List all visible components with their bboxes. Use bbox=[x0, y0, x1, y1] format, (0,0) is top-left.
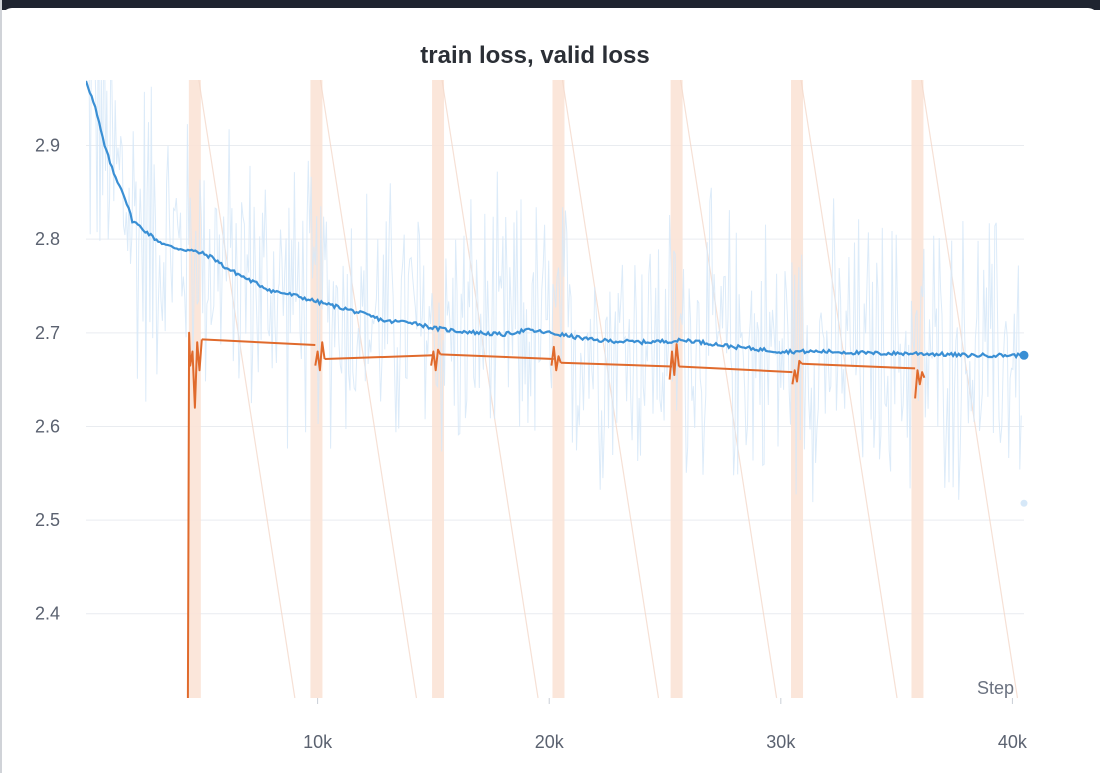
valid-band bbox=[911, 80, 924, 698]
line-chart[interactable]: train loss, valid loss 2.4 2.5 2.6 2.7 2.8 2.9… bbox=[2, 8, 1098, 773]
faint-diagonal bbox=[679, 80, 778, 699]
y-tick-label: 2.9 bbox=[35, 136, 60, 156]
train-loss-endpoint[interactable] bbox=[1019, 350, 1029, 360]
y-tick-label: 2.8 bbox=[35, 229, 60, 249]
valid-loss-line bbox=[668, 343, 680, 380]
faint-diagonal bbox=[319, 80, 418, 699]
valid-loss-line bbox=[801, 362, 916, 370]
valid-loss-line bbox=[201, 338, 316, 346]
y-tick-label: 2.6 bbox=[35, 416, 60, 436]
x-tick-label: 40k bbox=[998, 732, 1028, 752]
train-loss-raw-line bbox=[88, 80, 1022, 503]
valid-loss-line bbox=[791, 359, 803, 385]
train-loss-raw-endpoint[interactable] bbox=[1020, 499, 1028, 507]
valid-band bbox=[432, 80, 445, 698]
top-bar bbox=[0, 0, 1100, 10]
plot-area bbox=[86, 80, 1024, 699]
valid-loss-line bbox=[678, 365, 793, 374]
faint-diagonal bbox=[561, 80, 660, 699]
valid-loss-line bbox=[186, 331, 203, 699]
valid-loss-line bbox=[430, 348, 442, 372]
valid-loss-line bbox=[560, 361, 673, 368]
valid-loss-line bbox=[914, 369, 926, 399]
faint-diagonal bbox=[198, 80, 296, 699]
y-tick-label: 2.5 bbox=[35, 510, 60, 530]
valid-band bbox=[310, 80, 323, 698]
x-tick-label: 20k bbox=[535, 732, 565, 752]
valid-loss-line bbox=[440, 353, 554, 360]
valid-band bbox=[552, 80, 565, 698]
y-tick-label: 2.4 bbox=[35, 604, 60, 624]
train-loss-line bbox=[86, 80, 1024, 360]
valid-loss-line bbox=[550, 345, 562, 372]
x-tick-label: 30k bbox=[766, 732, 796, 752]
valid-loss-line bbox=[314, 341, 326, 372]
chart-title: train loss, valid loss bbox=[420, 42, 649, 69]
x-axis-label: Step bbox=[977, 678, 1014, 698]
y-tick-label: 2.7 bbox=[35, 323, 60, 343]
chart-panel: train loss, valid loss 2.4 2.5 2.6 2.7 2.8 2.9… bbox=[2, 8, 1098, 773]
faint-diagonal bbox=[800, 80, 898, 699]
valid-loss-line bbox=[324, 354, 434, 360]
x-tick-label: 10k bbox=[303, 732, 333, 752]
